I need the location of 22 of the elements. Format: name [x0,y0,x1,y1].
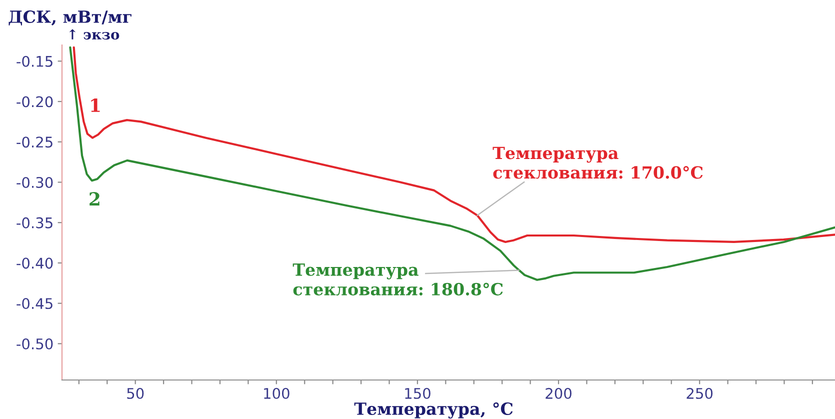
y-tick-label: -0.15 [16,56,52,67]
annotation: Температура стеклования: 180.8°C [292,264,503,296]
y-tick-label: -0.25 [16,136,52,148]
text: ↑ экзо [70,29,120,40]
x-tick-label: 250 [686,388,713,399]
y-tick-label: -0.35 [16,217,52,228]
y-tick-label: -0.40 [16,258,53,269]
line-series [72,46,835,244]
x-tick-label: 150 [405,388,430,399]
series-label: 2 [90,192,100,206]
line-series [69,46,835,281]
x-tick-label: 100 [264,388,290,399]
x-axis-title: Температура, °C [354,402,513,418]
x-tick-label: 200 [546,388,572,399]
annotation: Температура стеклования: 170.0°C [492,146,703,179]
y-axis-title: ДСК, мВт/мг [8,10,132,26]
y-tick-label: -0.50 [16,338,53,350]
y-tick-label: -0.30 [16,176,53,188]
x-tick-label: 50 [127,388,144,399]
series-label: 1 [91,98,100,112]
y-tick-label: -0.45 [16,298,52,310]
y-tick-label: -0.20 [16,96,53,108]
